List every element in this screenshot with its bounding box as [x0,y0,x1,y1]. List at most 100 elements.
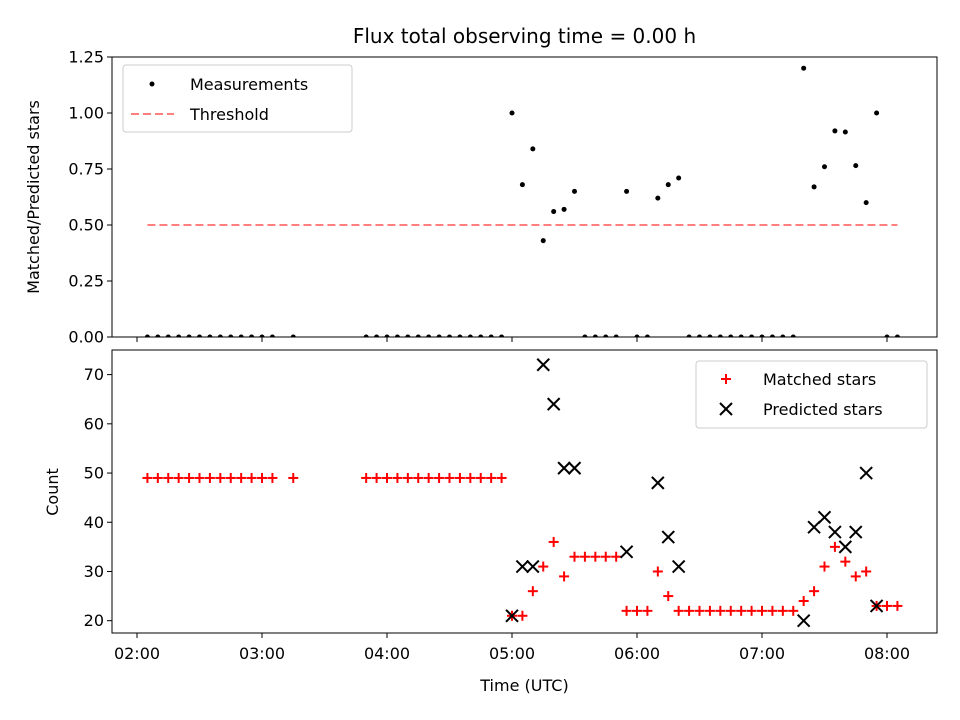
matched-star-point [392,472,403,483]
matched-star-point [621,605,632,616]
measurement-point [822,164,827,170]
matched-star-point [173,472,184,483]
matched-star-point [777,605,788,616]
measurement-point [634,334,640,337]
measurement-point [384,334,390,337]
matched-star-point [736,605,747,616]
matched-star-point [434,472,445,483]
top-legend: Measurements Threshold [122,64,353,133]
chart-title: Flux total observing time = 0.00 h [353,24,696,48]
matched-star-point [152,472,163,483]
legend-matched-label: Matched stars [763,370,876,389]
measurement-point [217,334,223,337]
matched-star-point [663,591,674,602]
measurement-point [144,334,150,337]
legend-threshold-label: Threshold [189,105,269,124]
matched-star-point [204,472,215,483]
top-y-ticks: 0.00 0.25 0.50 0.75 1.00 1.25 [68,48,112,347]
measurement-point [197,334,202,337]
measurement-point [780,334,786,337]
matched-star-point [517,610,528,621]
bottom-x-tick-label: 07:00 [739,644,785,663]
top-legend-box [122,64,353,133]
measurement-point [769,334,775,337]
matched-star-point [465,472,476,483]
matched-star-point [486,472,497,483]
measurement-point [415,334,421,337]
matched-star-point [809,586,820,597]
measurement-point [207,334,213,337]
matched-star-point [652,566,663,577]
measurement-point [259,334,265,337]
matched-star-point [746,605,757,616]
matched-star-point [892,600,903,611]
measurement-point [405,334,411,337]
top-y-axis-label: Matched/Predicted stars [24,100,43,294]
top-panel: Flux total observing time = 0.00 h Match… [24,24,938,347]
measurement-point [853,163,859,169]
predicted-star-point [546,397,561,411]
matched-star-point [829,541,840,552]
bottom-axes-frame [111,349,938,634]
bottom-y-tick-label: 40 [84,513,104,532]
matched-star-point [715,605,726,616]
measurement-point [790,334,796,337]
bottom-x-tick-label: 02:00 [114,644,160,663]
matched-star-point [361,472,372,483]
matched-star-point [538,561,549,572]
predicted-star-point [557,461,571,475]
matched-star-point [767,605,778,616]
legend-predicted-marker [719,402,733,416]
measurement-point [624,188,630,194]
measurement-point [488,334,494,337]
measurement-point [509,110,515,116]
predicted-star-point [828,525,842,539]
measurement-point [717,334,723,337]
measurement-point [749,334,755,337]
measurement-point [457,334,463,337]
measurement-point [603,334,609,337]
matched-star-point [402,472,413,483]
bottom-x-tick-label: 04:00 [364,644,410,663]
bottom-panel: Count Time (UTC) 20 30 40 50 60 70 02:00 03:00… [43,349,938,695]
matched-star-point [611,551,622,562]
measurement-point [467,334,473,337]
matched-star-point [861,566,872,577]
predicted-star-point [796,613,811,628]
matched-star-point [454,472,465,483]
top-axes-frame [111,56,938,338]
predicted-star-point [536,358,550,372]
matched-star-point [840,556,851,567]
matched-star-point [590,551,601,562]
bottom-y-tick-label: 60 [84,414,104,433]
measurement-point [249,334,255,337]
predicted-star-point [807,520,821,534]
bottom-x-tick-label: 03:00 [239,644,285,663]
matched-star-point [694,605,705,616]
top-plot-area [144,65,900,337]
bottom-plot-area [142,358,903,628]
bottom-y-tick-label: 30 [84,562,104,581]
measurement-point [478,334,484,337]
measurement-point [863,200,869,206]
bottom-y-tick-label: 20 [84,611,104,630]
measurement-point [874,110,880,116]
matched-star-point [194,472,205,483]
legend-measurements-marker [149,81,155,87]
matched-star-point [527,586,538,597]
matched-star-point [548,536,559,547]
measurement-point [707,334,713,337]
measurement-point [572,188,577,194]
measurement-point [842,129,848,135]
predicted-star-point [515,559,530,574]
measurement-point [540,238,546,244]
measurement-point [738,334,744,337]
top-y-tick-label: 0.25 [68,272,104,291]
measurement-point [447,334,452,337]
matched-star-point [225,472,236,483]
matched-star-point [642,605,653,616]
predicted-star-point [849,525,863,539]
measurement-point [394,334,400,337]
predicted-star-point [526,559,540,574]
matched-star-point [496,472,507,483]
